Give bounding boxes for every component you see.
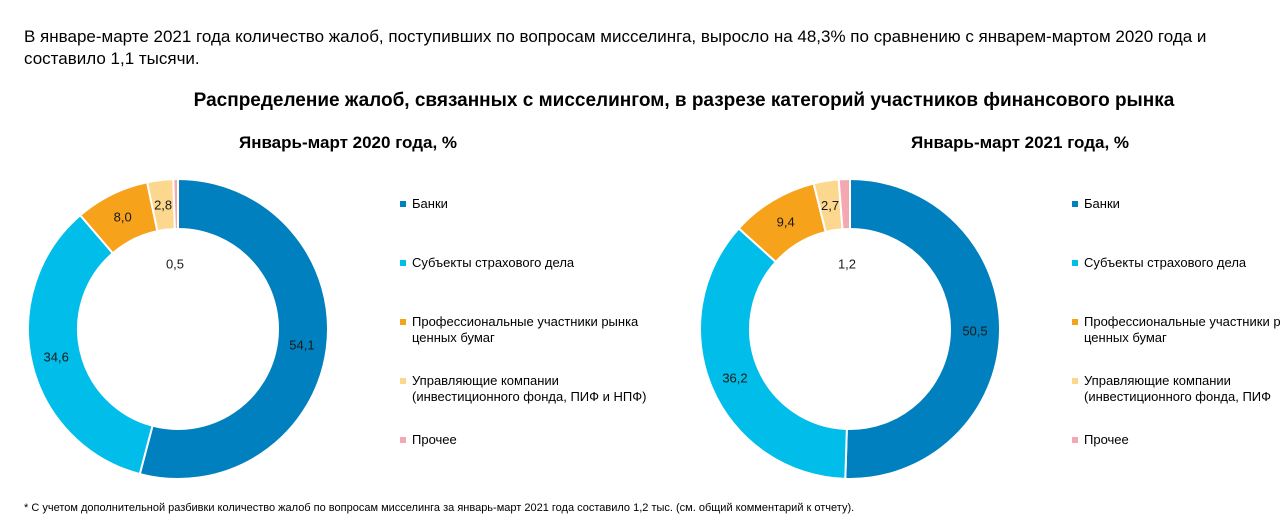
- donut-chart-2021: 50,5 36,2 9,4 2,7 1,2: [699, 177, 1001, 480]
- legend-label: Субъекты страхового дела: [1084, 255, 1247, 270]
- slice-1-1: [699, 226, 848, 480]
- legend-label: Банки: [1084, 196, 1120, 211]
- legend-label: Профессиональные участники рынка ценных …: [412, 314, 639, 345]
- legend-label: Прочее: [1084, 432, 1129, 447]
- slice-label-0-3: 2,8: [154, 197, 172, 212]
- slice-0-0: [138, 177, 329, 480]
- slice-label-1-1: 36,2: [722, 370, 747, 385]
- legend-label: Профессиональные участники р ценных бума…: [1084, 314, 1280, 345]
- legend-marker: [400, 201, 406, 207]
- legend-marker: [1072, 260, 1078, 266]
- slice-1-4: [837, 177, 851, 231]
- slice-0-1: [27, 213, 154, 476]
- legend-marker: [1072, 378, 1078, 384]
- legend-marker: [400, 378, 406, 384]
- legend-marker: [400, 437, 406, 443]
- legend-marker: [1072, 437, 1078, 443]
- footnote: * С учетом дополнительной разбивки колич…: [24, 502, 855, 514]
- legend-label: Прочее: [412, 432, 457, 447]
- legend-label: Управляющие компании (инвестиционного фо…: [412, 373, 647, 404]
- slice-label-0-1: 34,6: [44, 350, 69, 365]
- chart-title-2021: Январь-март 2021 года, %: [910, 133, 1130, 152]
- donut-chart-2020: 54,1 34,6 8,0 2,8 0,5: [27, 177, 329, 480]
- main-chart-title: Распределение жалоб, связанных с миссели…: [193, 90, 1175, 111]
- legend-marker: [400, 319, 406, 325]
- legend-label: Банки: [412, 196, 448, 211]
- slice-label-1-4: 1,2: [838, 257, 856, 272]
- intro-text: В январе-марте 2021 года количество жало…: [24, 27, 1207, 68]
- legend-marker: [400, 260, 406, 266]
- slice-label-1-2: 9,4: [777, 214, 795, 229]
- legend-marker: [1072, 319, 1078, 325]
- legend-marker: [1072, 201, 1078, 207]
- slice-label-0-0: 54,1: [289, 338, 314, 353]
- slice-label-0-2: 8,0: [114, 209, 132, 224]
- slice-0-4: [172, 177, 179, 231]
- legend-label: Управляющие компании (инвестиционного фо…: [1084, 373, 1272, 404]
- slice-label-0-4: 0,5: [166, 257, 184, 272]
- chart-title-2020: Январь-март 2020 года, %: [238, 133, 458, 152]
- legend-label: Субъекты страхового дела: [412, 255, 575, 270]
- slice-label-1-3: 2,7: [821, 198, 839, 213]
- slice-label-1-0: 50,5: [962, 323, 987, 338]
- slice-1-0: [844, 177, 1001, 480]
